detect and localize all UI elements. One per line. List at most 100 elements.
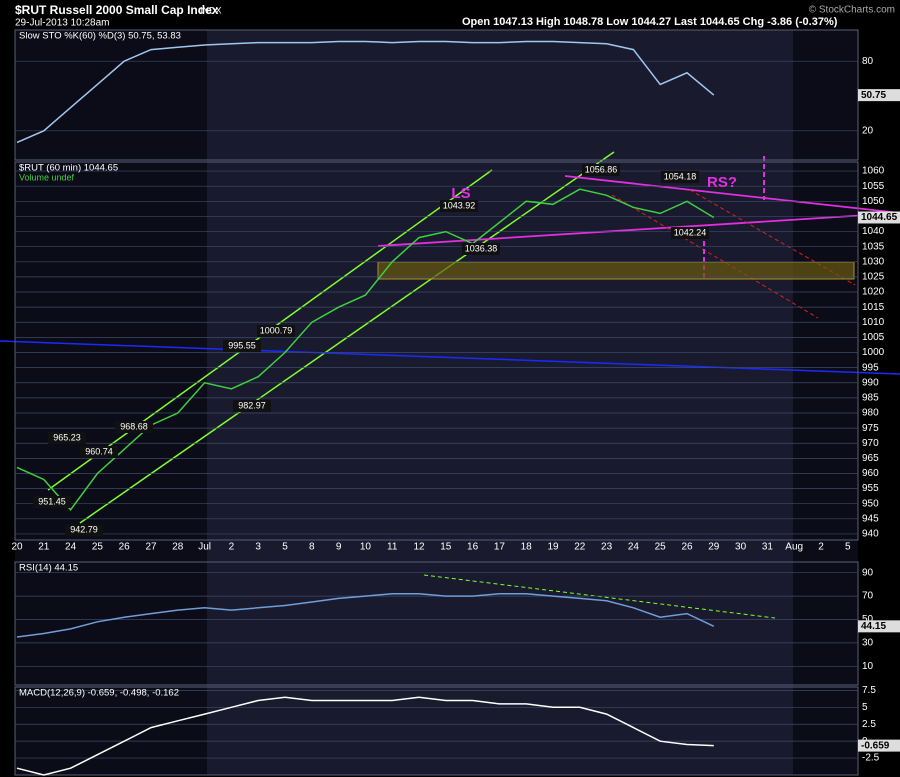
price-label: 1000.79 bbox=[260, 325, 293, 335]
annotation: LS bbox=[451, 185, 470, 202]
price-label: 965.23 bbox=[53, 432, 81, 442]
header-quote: Open 1047.13 High 1048.78 Low 1044.27 La… bbox=[462, 16, 838, 28]
x-tick-label: 8 bbox=[309, 542, 315, 553]
x-tick-label: 22 bbox=[574, 542, 586, 553]
price-label-box bbox=[223, 340, 261, 352]
price-label-box bbox=[257, 325, 295, 337]
x-tick-label: 26 bbox=[681, 542, 693, 553]
y-tick-label: 950 bbox=[862, 498, 879, 509]
header-title: $RUT Russell 2000 Small Cap Index bbox=[15, 3, 219, 17]
y-tick-label: 990 bbox=[862, 377, 879, 388]
price-label-box bbox=[582, 164, 620, 176]
y-tick-label: 1050 bbox=[862, 196, 885, 207]
panel-subtitle: Volume undef bbox=[19, 172, 75, 182]
current-value: 44.15 bbox=[861, 621, 886, 632]
x-tick-label: Jul bbox=[198, 542, 211, 553]
y-tick-label: 985 bbox=[862, 393, 879, 404]
current-value: 50.75 bbox=[861, 90, 886, 101]
x-tick-label: 31 bbox=[762, 542, 774, 553]
x-tick-label: 24 bbox=[65, 542, 77, 553]
y-tick-label: 1055 bbox=[862, 181, 885, 192]
x-tick-label: 29 bbox=[708, 542, 720, 553]
x-tick-label: 26 bbox=[119, 542, 131, 553]
x-tick-label: 12 bbox=[413, 542, 425, 553]
y-tick-label: 70 bbox=[862, 591, 874, 602]
y-tick-label: 10 bbox=[862, 661, 874, 672]
price-label-box bbox=[80, 446, 118, 458]
x-tick-label: 3 bbox=[255, 542, 261, 553]
price-label: 1043.92 bbox=[443, 200, 476, 210]
y-tick-label: 975 bbox=[862, 423, 879, 434]
series-line bbox=[16, 40, 715, 144]
price-label: 960.74 bbox=[85, 446, 113, 456]
price-label-box bbox=[33, 496, 71, 508]
x-tick-label: 24 bbox=[628, 542, 640, 553]
x-tick-label: 16 bbox=[467, 542, 479, 553]
y-tick-label: 970 bbox=[862, 438, 879, 449]
price-label: 1054.18 bbox=[664, 171, 697, 181]
trend-lines bbox=[0, 151, 900, 619]
annotation: RS? bbox=[707, 174, 737, 191]
header-exchange: INDX bbox=[200, 5, 222, 15]
x-tick-label: 2 bbox=[229, 542, 235, 553]
x-tick-label: 21 bbox=[38, 542, 50, 553]
header-date: 29-Jul-2013 10:28am bbox=[15, 18, 110, 29]
y-tick-label: 5 bbox=[862, 702, 868, 713]
current-value-box bbox=[858, 89, 900, 102]
x-tick-label: 28 bbox=[172, 542, 184, 553]
price-label: 995.55 bbox=[228, 340, 256, 350]
panel-title: MACD(12,26,9) -0.659, -0.498, -0.162 bbox=[19, 688, 179, 699]
y-tick-label: 940 bbox=[862, 529, 879, 540]
series-line bbox=[16, 696, 714, 776]
current-value: 1044.65 bbox=[861, 212, 898, 223]
y-tick-label: 2.5 bbox=[862, 719, 876, 730]
series-line bbox=[16, 188, 715, 511]
price-label-box bbox=[671, 227, 709, 239]
y-tick-label: 90 bbox=[862, 567, 874, 578]
panel-frame bbox=[14, 686, 859, 776]
x-tick-label: 25 bbox=[655, 542, 667, 553]
current-value-box bbox=[858, 739, 900, 752]
current-value-box bbox=[858, 620, 900, 633]
x-tick-label: 19 bbox=[547, 542, 559, 553]
x-tick-label: 5 bbox=[845, 542, 851, 553]
x-tick-label: 17 bbox=[494, 542, 506, 553]
y-tick-label: 1000 bbox=[862, 347, 885, 358]
x-tick-label: 20 bbox=[11, 542, 23, 553]
price-label-box bbox=[233, 400, 271, 412]
y-tick-label: 980 bbox=[862, 408, 879, 419]
y-tick-label: 955 bbox=[862, 483, 879, 494]
y-tick-label: 960 bbox=[862, 468, 879, 479]
price-label: 1056.86 bbox=[585, 164, 618, 174]
y-tick-label: 30 bbox=[862, 638, 874, 649]
x-tick-label: 11 bbox=[387, 542, 398, 553]
x-tick-label: 30 bbox=[735, 542, 747, 553]
panel-title: Slow STO %K(60) %D(3) 50.75, 53.83 bbox=[19, 31, 181, 42]
credit: © StockCharts.com bbox=[809, 5, 895, 16]
x-tick-label: 10 bbox=[360, 542, 372, 553]
y-tick-label: 1020 bbox=[862, 287, 885, 298]
panel-frame bbox=[14, 161, 859, 541]
x-tick-label: 5 bbox=[282, 542, 288, 553]
price-label: 968.68 bbox=[120, 421, 148, 431]
current-value-box bbox=[858, 211, 900, 224]
y-tick-label: 80 bbox=[862, 56, 874, 67]
y-tick-label: -2.5 bbox=[862, 753, 880, 764]
y-tick-label: 1010 bbox=[862, 317, 885, 328]
price-label: 1042.24 bbox=[674, 227, 707, 237]
panel-title: RSI(14) 44.15 bbox=[19, 563, 78, 574]
price-label: 951.45 bbox=[38, 496, 66, 506]
x-tick-label: 9 bbox=[336, 542, 342, 553]
price-label-box bbox=[661, 171, 699, 183]
y-tick-label: 945 bbox=[862, 513, 879, 524]
y-tick-label: 1005 bbox=[862, 332, 885, 343]
x-tick-label: Aug bbox=[785, 542, 803, 553]
y-tick-label: 965 bbox=[862, 453, 879, 464]
x-tick-label: 18 bbox=[521, 542, 533, 553]
y-tick-label: 1060 bbox=[862, 166, 885, 177]
current-value: -0.659 bbox=[861, 740, 890, 751]
y-tick-label: 1025 bbox=[862, 272, 885, 283]
panel-title: $RUT (60 min) 1044.65 bbox=[19, 163, 118, 174]
x-tick-label: 15 bbox=[440, 542, 452, 553]
